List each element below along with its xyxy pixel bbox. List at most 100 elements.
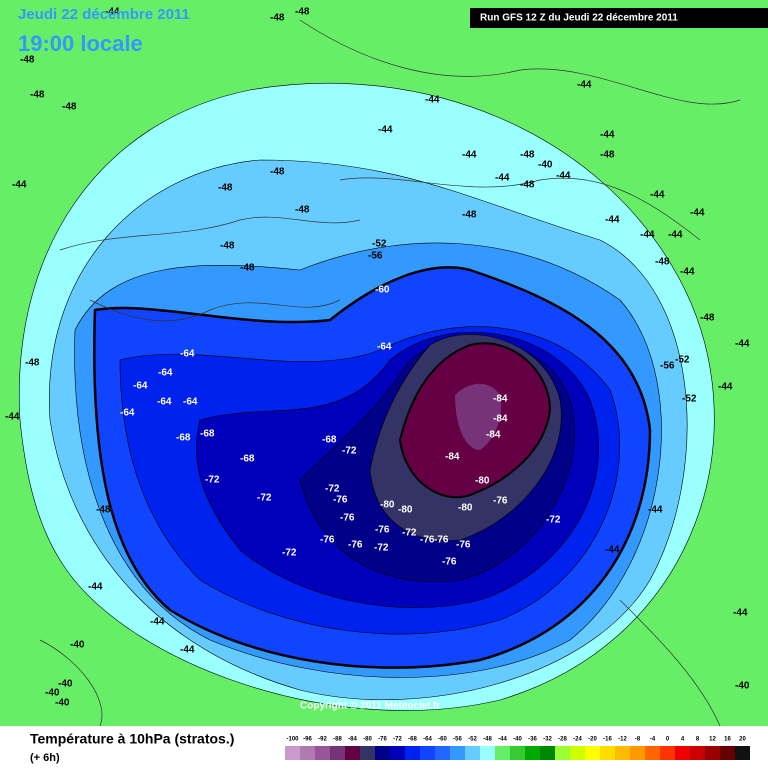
contour-label: -44	[650, 190, 665, 201]
contour-label: -48	[655, 257, 670, 268]
scale-swatch	[480, 746, 495, 760]
contour-label: -44	[718, 382, 733, 393]
scale-label: -12	[618, 737, 627, 743]
scale-label: -64	[423, 737, 432, 743]
contour-label: -48	[218, 183, 233, 194]
contour-label: -44	[150, 617, 165, 628]
scale-swatch	[585, 746, 600, 760]
contour-label: -76	[434, 535, 449, 546]
scale-swatch	[435, 746, 450, 760]
scale-swatch	[390, 746, 405, 760]
scale-swatch	[735, 746, 750, 760]
scale-swatch	[375, 746, 390, 760]
contour-label: -44	[605, 215, 620, 226]
contour-label: -48	[270, 13, 285, 24]
scale-swatch	[285, 746, 300, 760]
scale-label: -88	[333, 737, 342, 743]
contour-label: -76	[340, 513, 355, 524]
scale-swatch	[600, 746, 615, 760]
contour-label: -44	[577, 80, 592, 91]
contour-label: -44	[12, 180, 27, 191]
contour-label: -52	[682, 394, 697, 405]
contour-label: -48	[295, 7, 310, 18]
contour-label: -64	[133, 381, 148, 392]
contour-label: -84	[486, 430, 501, 441]
scale-swatch	[630, 746, 645, 760]
contour-label: -64	[183, 397, 198, 408]
contour-label: -64	[157, 397, 172, 408]
color-scale: -100 -96 -92 -88 -84 -80 -76 -72 -68 -64 -60 -56 -52…	[285, 737, 750, 760]
contour-label: -68	[240, 454, 255, 465]
contour-label: -64	[158, 368, 173, 379]
scale-swatch	[660, 746, 675, 760]
contour-label: -40	[58, 679, 73, 690]
contour-labels: -44 -48-48-48-48-48-44-44-44-44-44-44-48-…	[5, 7, 750, 709]
contour-label: -72	[282, 548, 297, 559]
contour-label: -48	[295, 205, 310, 216]
contour-label: -76	[493, 496, 508, 507]
contour-label: -52	[675, 355, 690, 366]
contour-label: -44	[600, 130, 615, 141]
scale-label: -52	[468, 737, 477, 743]
contour-label: -72	[402, 528, 417, 539]
scale-swatch	[345, 746, 360, 760]
contour-label: -84	[445, 452, 460, 463]
contour-label: -44	[690, 208, 705, 219]
scale-label: -100	[286, 737, 299, 743]
scale-swatch	[420, 746, 435, 760]
contour-label: -44	[105, 7, 120, 18]
contour-label: -76	[320, 535, 335, 546]
contour-label: -44	[680, 267, 695, 278]
contour-label: -80	[458, 503, 473, 514]
contour-label: -76	[442, 557, 457, 568]
contour-label: -44	[648, 505, 663, 516]
contour-label: -40	[70, 640, 85, 651]
contour-label: -76	[420, 535, 435, 546]
contour-label: -44	[668, 230, 683, 241]
contour-label: -44	[5, 412, 20, 423]
scale-label: -4	[650, 737, 656, 743]
contour-label: -60	[375, 285, 390, 296]
contour-label: -48	[600, 150, 615, 161]
contour-label: -48	[20, 55, 35, 66]
contour-label: -48	[240, 263, 255, 274]
contour-label: -44	[605, 545, 620, 556]
scale-swatch	[360, 746, 375, 760]
contour-label: -56	[660, 361, 675, 372]
contour-label: -48	[62, 102, 77, 113]
contour-label: -80	[475, 476, 490, 487]
scale-swatch	[705, 746, 720, 760]
contour-label: -64	[180, 349, 195, 360]
scale-swatch	[570, 746, 585, 760]
scale-swatch	[645, 746, 660, 760]
contour-label: -44	[640, 230, 655, 241]
scale-swatch	[495, 746, 510, 760]
scale-label: -8	[635, 737, 641, 743]
scale-label: -92	[318, 737, 327, 743]
temperature-field	[18, 82, 715, 711]
scale-swatch	[405, 746, 420, 760]
scale-label: -36	[528, 737, 537, 743]
contour-label: -44	[556, 171, 571, 182]
contour-label: -84	[493, 414, 508, 425]
scale-label: -32	[543, 737, 552, 743]
contour-label: -44	[495, 173, 510, 184]
scale-swatch	[690, 746, 705, 760]
contour-label: -44	[88, 582, 103, 593]
contour-label: -80	[398, 505, 413, 516]
scale-label: -48	[483, 737, 492, 743]
run-box	[470, 8, 768, 28]
scale-swatch	[300, 746, 315, 760]
contour-label: -76	[348, 540, 363, 551]
scale-swatch	[465, 746, 480, 760]
contour-label: -40	[735, 681, 750, 692]
scale-swatch	[675, 746, 690, 760]
scale-label: -44	[498, 737, 507, 743]
contour-label: -76	[333, 495, 348, 506]
scale-label: 20	[739, 737, 746, 743]
contour-label: -68	[176, 433, 191, 444]
scale-label: -56	[453, 737, 462, 743]
coastlines	[39, 19, 741, 727]
contour-label: -68	[322, 435, 337, 446]
